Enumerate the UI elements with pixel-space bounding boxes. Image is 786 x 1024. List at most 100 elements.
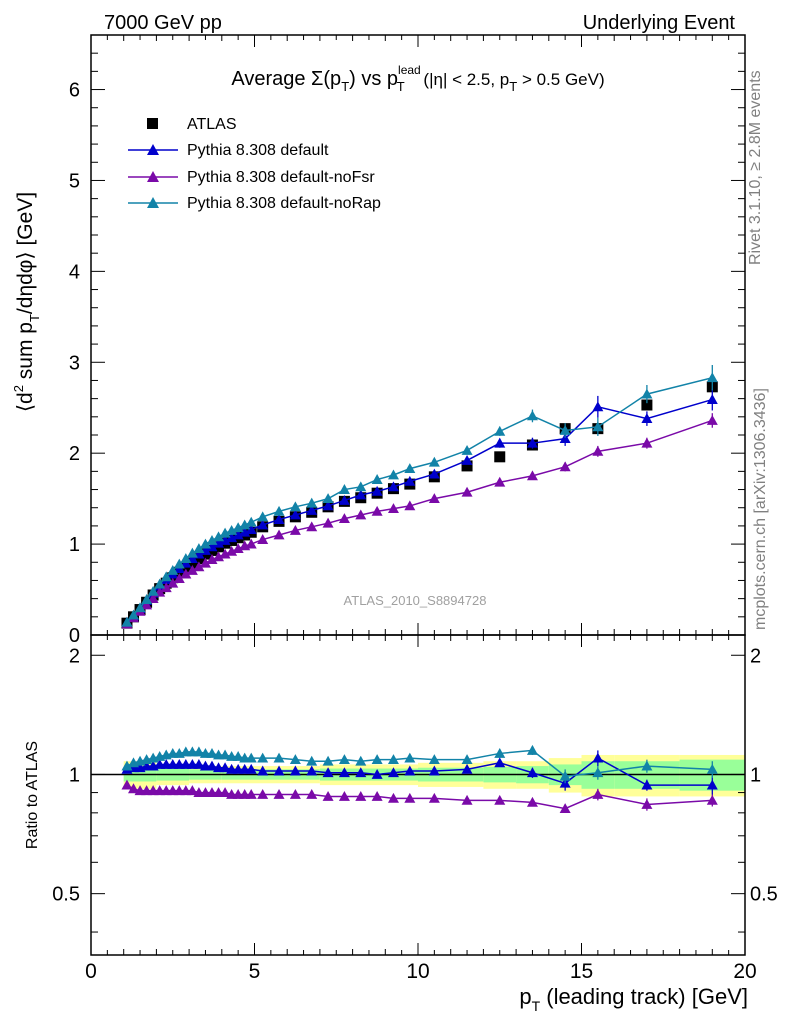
ratio-point-pythia-8-308-default <box>428 765 440 776</box>
data-point-pythia-8-308-default <box>371 485 383 496</box>
ratio-point-pythia-8-308-default <box>371 768 383 779</box>
ratio-point-pythia-8-308-default <box>306 765 318 776</box>
data-point-atlas <box>180 562 192 574</box>
ratio-point-pythia-8-308-default-norap <box>306 755 318 766</box>
data-point-pythia-8-308-default-norap <box>428 456 440 467</box>
ratio-point-pythia-8-308-default-norap <box>338 754 350 765</box>
data-point-pythia-8-308-default-nofsr <box>387 503 399 514</box>
ratio-point-pythia-8-308-default-norap <box>257 752 269 763</box>
y-tick-label: 3 <box>69 352 80 374</box>
data-point-atlas <box>461 460 473 472</box>
legend: ATLAS Pythia 8.308 default Pythia 8.308 … <box>128 116 381 212</box>
data-point-pythia-8-308-default <box>592 401 604 412</box>
data-point-pythia-8-308-default-norap <box>404 463 416 474</box>
series-line-pythia-8-308-default <box>126 398 713 623</box>
data-point-pythia-8-308-default-nofsr <box>322 517 334 528</box>
ratio-point-pythia-8-308-default-norap <box>592 767 604 778</box>
rivet-version-label: Rivet 3.1.10, ≥ 2.8M events <box>747 70 764 265</box>
data-point-pythia-8-308-default-norap <box>641 388 653 399</box>
data-point-pythia-8-308-default-nofsr <box>160 582 172 593</box>
data-point-pythia-8-308-default-norap <box>180 553 192 564</box>
data-point-pythia-8-308-default <box>257 519 269 530</box>
ratio-point-pythia-8-308-default-nofsr <box>387 792 399 803</box>
ratio-y-tick-label-right: 2 <box>750 645 761 667</box>
ratio-point-pythia-8-308-default-norap <box>526 744 538 755</box>
x-tick-label: 15 <box>570 960 593 983</box>
data-point-pythia-8-308-default-norap <box>173 558 185 569</box>
ratio-point-pythia-8-308-default <box>338 767 350 778</box>
data-point-pythia-8-308-default <box>559 433 571 444</box>
data-point-pythia-8-308-default-norap <box>245 516 257 527</box>
legend-label-nofsr: Pythia 8.308 default-noFsr <box>187 169 375 186</box>
x-tick-label: 5 <box>249 960 261 983</box>
data-point-pythia-8-308-default-norap <box>257 511 269 522</box>
ratio-panel-content <box>91 744 745 813</box>
data-point-pythia-8-308-default-norap <box>273 505 285 516</box>
data-point-pythia-8-308-default-norap <box>167 564 179 575</box>
data-point-pythia-8-308-default-norap <box>186 547 198 558</box>
data-point-pythia-8-308-default-nofsr <box>559 461 571 472</box>
header-beam-label: 7000 GeV pp <box>104 12 222 34</box>
data-point-pythia-8-308-default-norap <box>154 578 166 589</box>
data-point-pythia-8-308-default <box>206 541 218 552</box>
data-point-atlas <box>494 451 506 463</box>
data-point-pythia-8-308-default-nofsr <box>371 505 383 516</box>
ratio-point-pythia-8-308-default-nofsr <box>257 788 269 799</box>
data-point-pythia-8-308-default <box>232 529 244 540</box>
ratio-point-pythia-8-308-default <box>494 757 506 768</box>
data-point-pythia-8-308-default-nofsr <box>167 577 179 588</box>
data-point-pythia-8-308-default-norap <box>134 602 146 613</box>
main-y-axis-label: ⟨d2 sum pT/dηdφ⟩ [GeV] <box>11 192 42 412</box>
ratio-point-pythia-8-308-default-nofsr <box>338 790 350 801</box>
data-point-pythia-8-308-default-nofsr <box>232 543 244 554</box>
ratio-point-pythia-8-308-default-norap <box>387 754 399 765</box>
data-point-pythia-8-308-default-nofsr <box>186 564 198 575</box>
axes: 0 5 10 15 20 0 1 2 3 4 5 6 0.5 0.5 1 1 2 2 <box>52 34 778 983</box>
ratio-point-pythia-8-308-default-norap <box>428 754 440 765</box>
ratio-point-pythia-8-308-default-norap <box>322 755 334 766</box>
data-point-pythia-8-308-default-nofsr <box>273 529 285 540</box>
ratio-point-pythia-8-308-default <box>592 752 604 763</box>
data-point-pythia-8-308-default <box>494 437 506 448</box>
ratio-point-pythia-8-308-default-nofsr <box>128 783 140 794</box>
ratio-point-pythia-8-308-default-norap <box>494 747 506 758</box>
data-point-atlas <box>641 399 653 411</box>
ratio-point-pythia-8-308-default-nofsr <box>245 788 257 799</box>
ratio-point-pythia-8-308-default-norap <box>206 747 218 758</box>
ratio-point-pythia-8-308-default-norap <box>355 755 367 766</box>
data-point-pythia-8-308-default-norap <box>219 527 231 538</box>
data-point-pythia-8-308-default-nofsr <box>245 538 257 549</box>
ratio-point-pythia-8-308-default-nofsr <box>592 788 604 799</box>
ratio-y-tick-label-right: 1 <box>750 764 761 786</box>
ratio-point-pythia-8-308-default-nofsr <box>461 794 473 805</box>
ratio-point-pythia-8-308-default-nofsr <box>322 790 334 801</box>
data-point-pythia-8-308-default-nofsr <box>526 470 538 481</box>
ratio-point-pythia-8-308-default-nofsr <box>306 788 318 799</box>
data-point-pythia-8-308-default-norap <box>289 501 301 512</box>
data-point-pythia-8-308-default-norap <box>371 474 383 484</box>
data-point-pythia-8-308-default <box>289 509 301 520</box>
data-point-pythia-8-308-default-nofsr <box>461 486 473 497</box>
data-point-pythia-8-308-default <box>226 532 238 543</box>
ratio-point-pythia-8-308-default-nofsr <box>371 790 383 801</box>
data-point-pythia-8-308-default-nofsr <box>147 593 159 604</box>
data-point-pythia-8-308-default-norap <box>706 372 718 383</box>
data-point-pythia-8-308-default-norap <box>592 421 604 432</box>
data-point-pythia-8-308-default-norap <box>338 484 350 494</box>
y-tick-label: 5 <box>69 170 80 192</box>
data-point-pythia-8-308-default-nofsr <box>213 551 225 562</box>
data-point-pythia-8-308-default-nofsr <box>193 561 205 572</box>
ratio-point-pythia-8-308-default-norap <box>404 752 416 763</box>
header-process-label: Underlying Event <box>583 12 736 34</box>
ratio-point-pythia-8-308-default <box>245 763 257 774</box>
data-point-pythia-8-308-default <box>239 526 251 537</box>
ratio-point-pythia-8-308-default <box>219 762 231 773</box>
ratio-point-pythia-8-308-default-nofsr <box>121 779 133 790</box>
ratio-point-pythia-8-308-default <box>526 767 538 778</box>
x-tick-label: 10 <box>406 960 429 983</box>
series-line-pythia-8-308-default-norap <box>126 376 713 623</box>
ratio-point-pythia-8-308-default-nofsr <box>494 794 506 805</box>
ratio-point-pythia-8-308-default-nofsr <box>273 788 285 799</box>
ratio-point-pythia-8-308-default-nofsr <box>186 785 198 796</box>
data-point-pythia-8-308-default-nofsr <box>355 509 367 520</box>
